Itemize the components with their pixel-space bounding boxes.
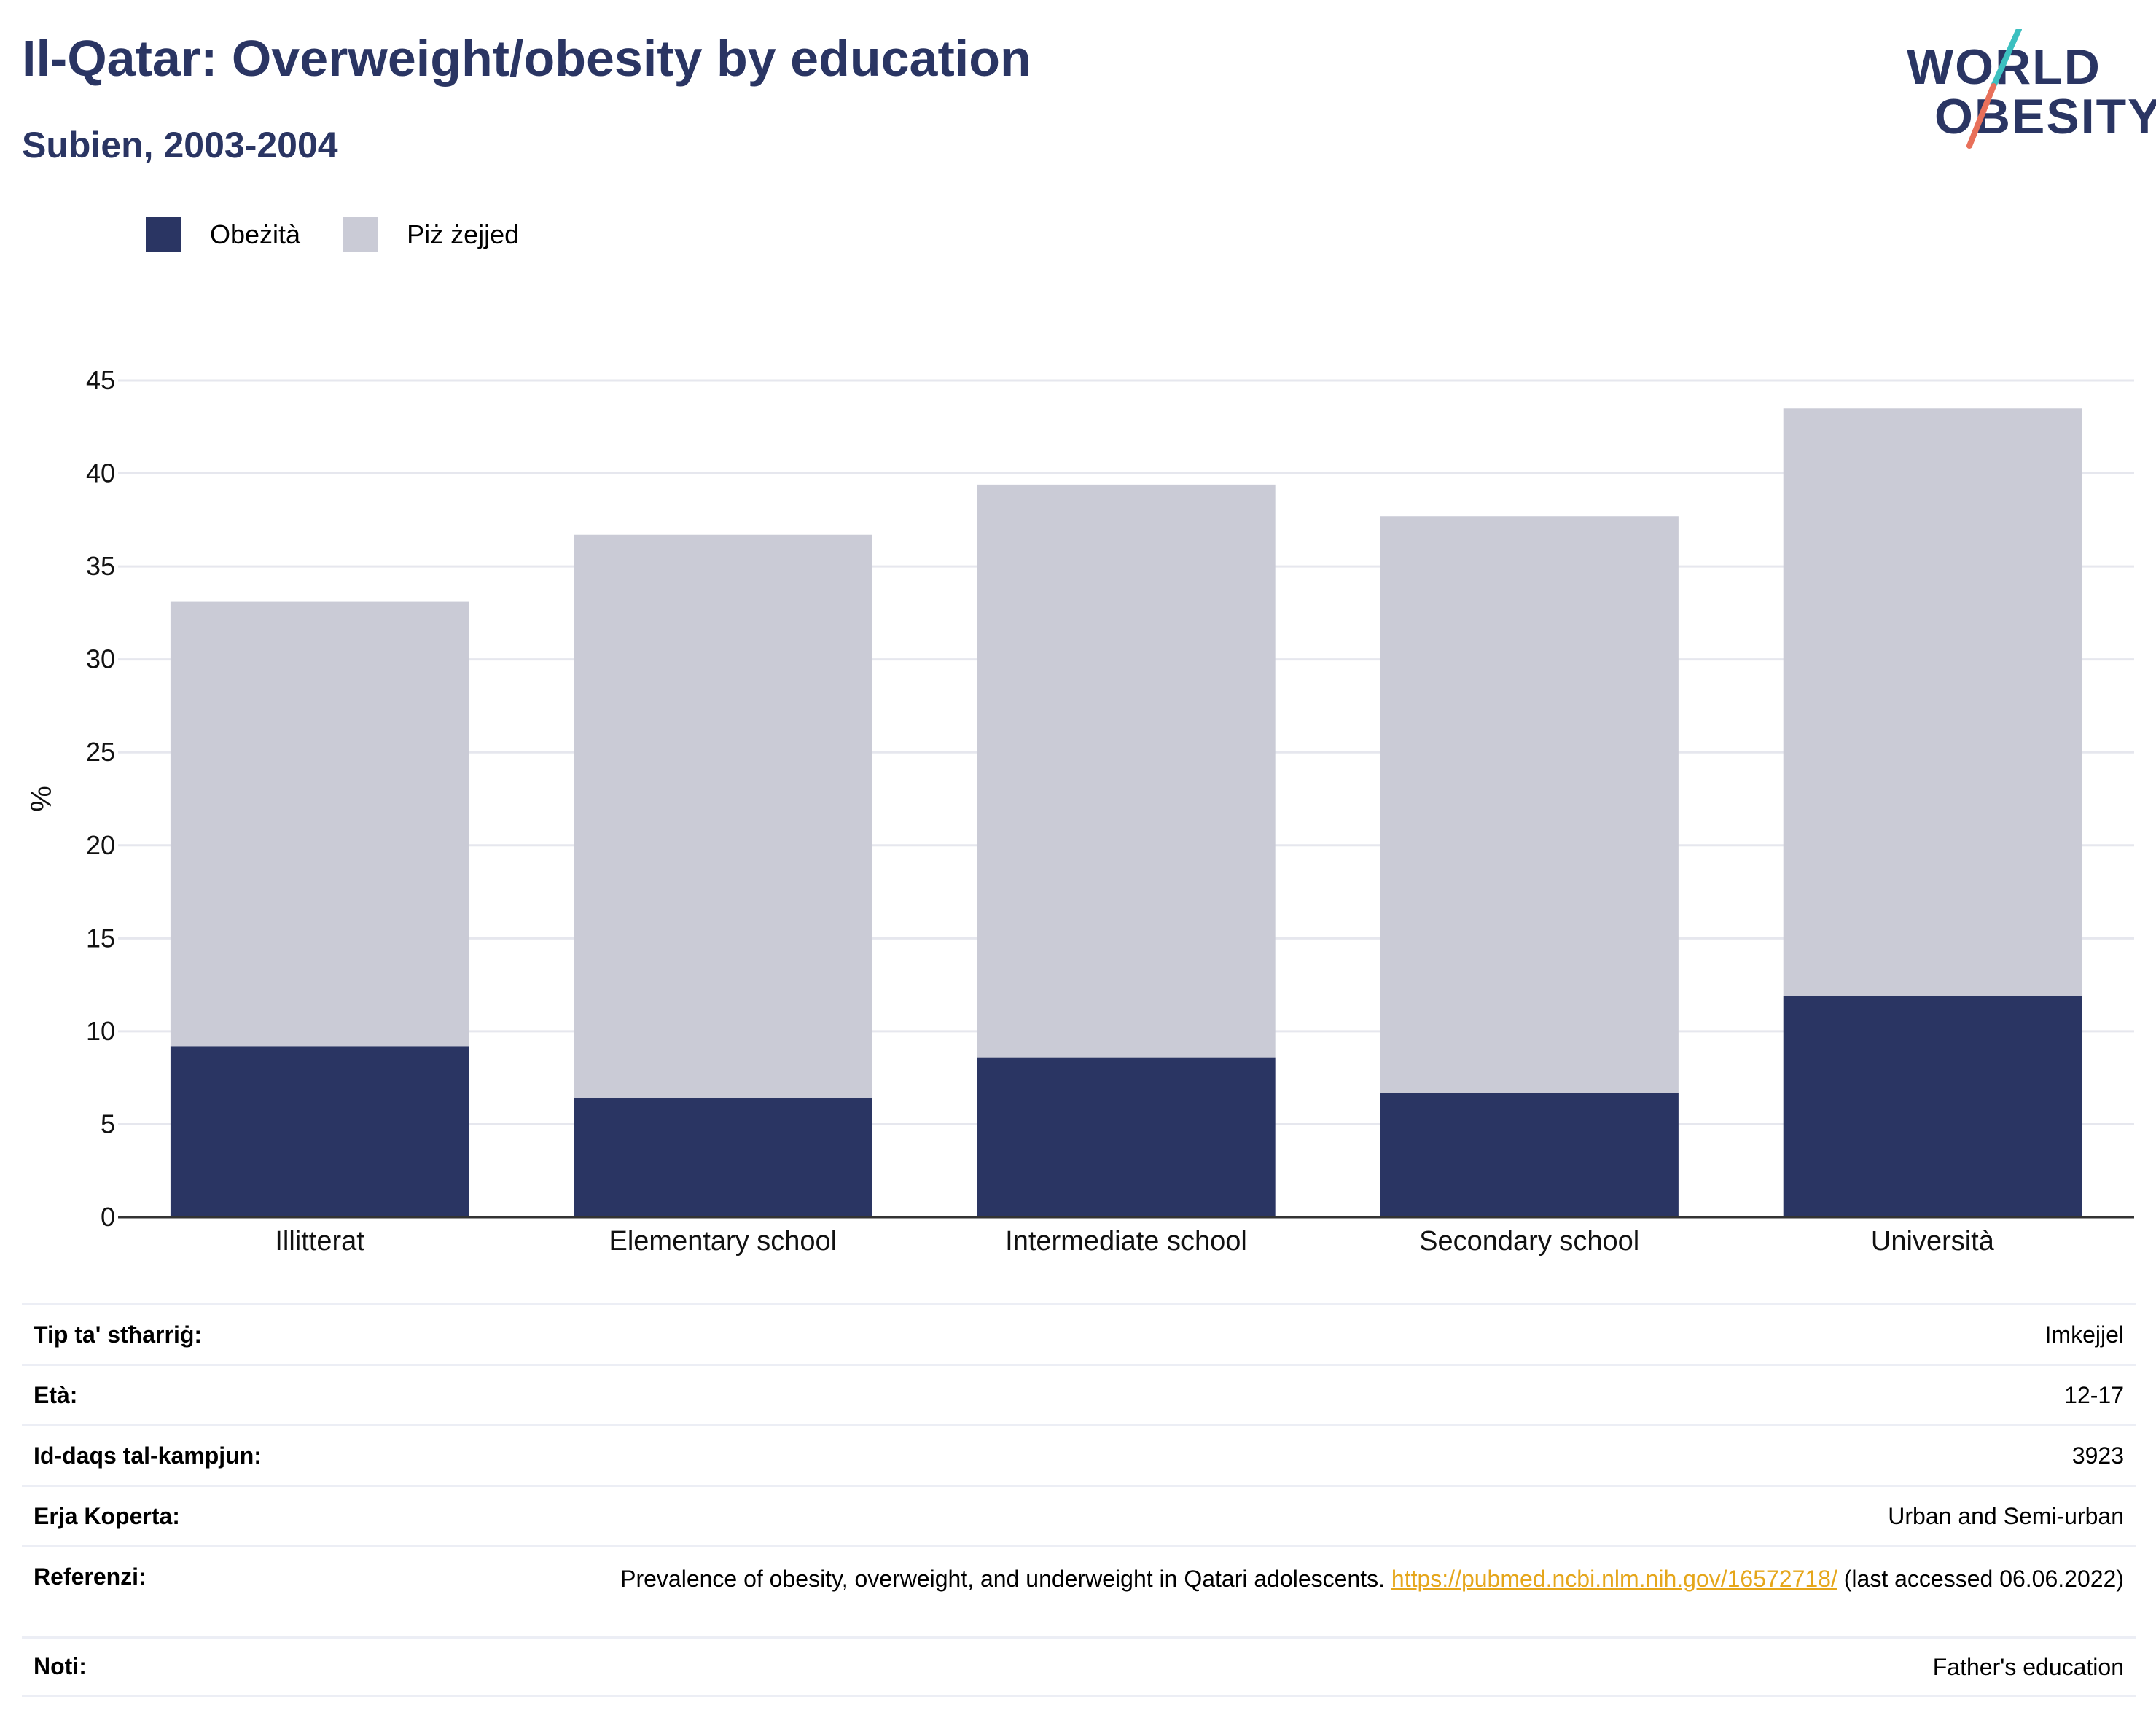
meta-row-notes: Noti: Father's education: [22, 1636, 2136, 1697]
world-obesity-logo: WORLD OBESITY: [1902, 29, 2156, 153]
bar-obesity[interactable]: [170, 1046, 469, 1217]
meta-value-survey-type: Imkejjel: [2044, 1321, 2124, 1348]
y-tick-label: 40: [86, 458, 115, 488]
y-tick-label: 10: [86, 1016, 115, 1046]
metadata-table: Tip ta' stħarriġ: Imkejjel Età: 12-17 Id…: [22, 1303, 2136, 1697]
bar-obesity[interactable]: [1380, 1093, 1679, 1217]
meta-label-notes: Noti:: [34, 1653, 87, 1679]
meta-label-references: Referenzi:: [34, 1563, 147, 1590]
bar-obesity[interactable]: [574, 1098, 872, 1217]
meta-row-references: Referenzi: Prevalence of obesity, overwe…: [22, 1545, 2136, 1636]
x-tick-label: Illitterat: [275, 1226, 364, 1257]
bar-chart: 0 5 10 15 20 25 30 35 40 45% Illitterat Elementary …: [26, 365, 2134, 1257]
bar-overweight[interactable]: [977, 484, 1276, 1058]
chart-title: Il-Qatar: Overweight/obesity by educatio…: [22, 30, 1031, 87]
meta-label-survey-type: Tip ta' stħarriġ:: [34, 1321, 203, 1348]
legend-label-overweight: Piż żejjed: [407, 219, 520, 249]
meta-row-area-covered: Erja Koperta: Urban and Semi-urban: [22, 1485, 2136, 1545]
y-tick-label: 0: [101, 1202, 115, 1232]
meta-value-sample-size: 3923: [2071, 1442, 2124, 1469]
bar-overweight[interactable]: [170, 601, 469, 1047]
meta-label-area-covered: Erja Koperta:: [34, 1502, 180, 1529]
x-tick-label: Intermediate school: [1005, 1226, 1247, 1257]
y-tick-label: 15: [86, 923, 115, 953]
bar-overweight[interactable]: [1380, 516, 1679, 1093]
reference-text: Prevalence of obesity, overweight, and u…: [620, 1566, 1386, 1592]
y-axis-label: %: [26, 786, 58, 812]
meta-label-age: Età:: [34, 1381, 78, 1408]
y-tick-label: 20: [86, 830, 115, 860]
meta-value-area-covered: Urban and Semi-urban: [1888, 1503, 2124, 1529]
logo-slash-icon: [1966, 29, 2022, 149]
legend-item-obesity[interactable]: Obeżità: [146, 217, 300, 252]
bar-obesity[interactable]: [1783, 996, 2082, 1217]
x-tick-label: Secondary school: [1419, 1226, 1639, 1257]
chart-legend: Obeżità Piż żejjed: [146, 217, 561, 252]
meta-row-sample-size: Id-daqs tal-kampjun: 3923: [22, 1424, 2136, 1485]
y-tick-label: 45: [86, 365, 115, 395]
bar-overweight[interactable]: [1783, 408, 2082, 996]
meta-row-survey-type: Tip ta' stħarriġ: Imkejjel: [22, 1303, 2136, 1364]
bar-overweight[interactable]: [574, 534, 872, 1098]
legend-item-overweight[interactable]: Piż żejjed: [343, 217, 519, 252]
legend-swatch-obesity: [146, 217, 181, 252]
meta-value-age: 12-17: [2064, 1382, 2124, 1408]
y-tick-label: 25: [86, 737, 115, 767]
meta-label-sample-size: Id-daqs tal-kampjun:: [34, 1442, 262, 1469]
y-tick-label: 30: [86, 644, 115, 674]
y-tick-label: 5: [101, 1109, 115, 1139]
y-tick-label: 35: [86, 551, 115, 581]
reference-accessed: (last accessed 06.06.2022): [1843, 1566, 2124, 1592]
bar-obesity[interactable]: [977, 1057, 1276, 1217]
meta-value-notes: Father's education: [1932, 1653, 2124, 1680]
legend-label-obesity: Obeżità: [210, 219, 301, 249]
meta-value-references: Prevalence of obesity, overweight, and u…: [620, 1563, 2124, 1594]
x-tick-label: Università: [1871, 1226, 1995, 1257]
chart-subtitle: Subien, 2003-2004: [22, 125, 338, 165]
reference-link[interactable]: https://pubmed.ncbi.nlm.nih.gov/16572718…: [1391, 1566, 1837, 1592]
legend-swatch-overweight: [343, 217, 378, 252]
meta-row-age: Età: 12-17: [22, 1364, 2136, 1424]
x-tick-label: Elementary school: [609, 1226, 837, 1257]
